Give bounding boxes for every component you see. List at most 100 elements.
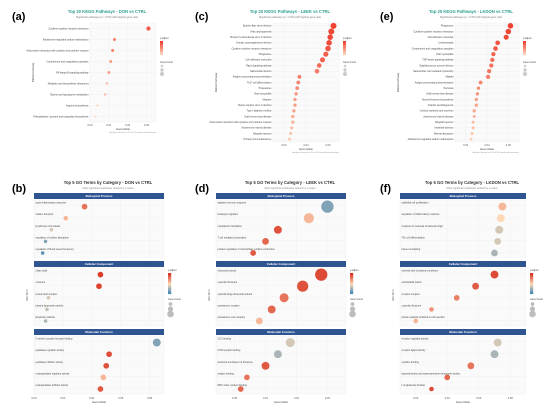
kegg-panel: Top 20 KEGG Pathways - LKDON vs CTRLSign… bbox=[396, 9, 536, 154]
data-point bbox=[106, 351, 112, 358]
data-point bbox=[505, 28, 512, 35]
pathway-label: Herpes simplex virus 1 infection bbox=[238, 104, 272, 107]
colorbar-segment bbox=[168, 291, 172, 293]
colorbar-segment bbox=[350, 279, 354, 281]
size-legend-dot bbox=[349, 306, 356, 312]
colorbar-segment bbox=[168, 280, 172, 283]
colorbar-segment bbox=[530, 291, 534, 293]
kegg-panel: Top 20 KEGG Pathways - DON vs CTRLSignif… bbox=[26, 9, 173, 134]
colorbar-segment bbox=[350, 291, 354, 293]
caption: Analysis based on 20 of 36 significant p… bbox=[293, 151, 340, 154]
pathway-label: Proteasome bbox=[259, 87, 273, 90]
colorbar-title: p.adjust bbox=[523, 37, 532, 40]
x-axis-title: Gene Ratio bbox=[299, 147, 314, 151]
colorbar-title: p.adjust bbox=[160, 37, 169, 40]
pathway-label: Complement and coagulation cascades bbox=[47, 60, 90, 63]
x-tick-label: 0.02 bbox=[463, 143, 469, 147]
x-tick-label: 0.10 bbox=[263, 396, 269, 400]
pathway-label: Phenylalanine, tyrosine and tryptophan b… bbox=[33, 115, 89, 118]
colorbar-segment bbox=[530, 286, 534, 289]
x-tick-label: 0.05 bbox=[232, 396, 238, 400]
size-legend-dot bbox=[522, 71, 528, 77]
caption: Analysis based on 20 of 21 significant p… bbox=[110, 131, 157, 134]
data-point bbox=[297, 74, 302, 79]
pathway-label: Mineral absorption bbox=[434, 132, 454, 135]
data-point bbox=[471, 126, 475, 130]
panel-letter: (f) bbox=[380, 183, 391, 195]
colorbar-segment bbox=[350, 292, 354, 295]
y-axis-title: KEGG Pathway bbox=[214, 72, 218, 92]
size-legend-dot bbox=[343, 68, 347, 72]
data-point bbox=[237, 386, 244, 392]
data-point bbox=[285, 338, 295, 348]
colorbar-segment bbox=[350, 286, 354, 289]
data-point bbox=[279, 293, 289, 303]
x-tick-label: 0.08 bbox=[508, 396, 514, 400]
colorbar-segment bbox=[160, 42, 163, 44]
kegg-subtitle: Significant pathways (p < 0.05) with hig… bbox=[440, 15, 503, 19]
data-point bbox=[103, 362, 110, 369]
x-tick-label: 0.06 bbox=[506, 143, 512, 147]
kegg-title: Top 20 KEGG Pathways - LKDON vs CTRL bbox=[429, 9, 513, 14]
size-legend-title: Gene Count bbox=[523, 61, 536, 64]
data-point bbox=[485, 74, 491, 79]
colorbar-segment bbox=[168, 286, 172, 289]
pathway-label: Viral myocarditis bbox=[436, 53, 454, 56]
data-point bbox=[244, 374, 250, 381]
pathway-label: NF-kappa B signaling pathway bbox=[56, 71, 89, 74]
kegg-subtitle: Significant pathways (p < 0.05) with hig… bbox=[76, 15, 139, 19]
data-point bbox=[273, 225, 282, 234]
data-point bbox=[152, 338, 161, 347]
colorbar-segment bbox=[523, 52, 526, 54]
panel-letter: (d) bbox=[195, 183, 209, 195]
colorbar-segment bbox=[343, 50, 346, 53]
data-point bbox=[295, 86, 300, 91]
term-label: receptor regulator activity bbox=[402, 338, 430, 341]
colorbar-segment bbox=[350, 274, 354, 277]
data-point bbox=[315, 268, 328, 281]
data-point bbox=[470, 132, 474, 135]
term-label: regulation of inflammatory response bbox=[402, 213, 441, 216]
data-point bbox=[267, 305, 276, 314]
size-legend-dot bbox=[523, 68, 527, 72]
pathway-label: Salmonella infection bbox=[250, 70, 272, 73]
panel-letter: (a) bbox=[12, 11, 26, 23]
term-label: MHC class I protein binding bbox=[218, 384, 248, 387]
colorbar-segment bbox=[530, 280, 534, 283]
data-point bbox=[146, 26, 151, 31]
data-point bbox=[453, 294, 460, 301]
colorbar-segment bbox=[168, 279, 172, 281]
data-point bbox=[429, 386, 434, 392]
term-label: adaptive immune response bbox=[218, 202, 247, 205]
panel-letter: (c) bbox=[195, 11, 209, 23]
term-label: CXC binding bbox=[218, 338, 232, 341]
pathway-label: Natural killer cell mediated cytotoxicit… bbox=[413, 70, 454, 73]
kegg-subtitle: Significant pathways (p < 0.05) with hig… bbox=[259, 15, 322, 19]
data-point bbox=[321, 200, 334, 213]
data-point bbox=[111, 49, 115, 52]
term-label: epithelial cell proliferation bbox=[402, 202, 430, 205]
term-label: protein lipid complex bbox=[36, 293, 59, 296]
x-axis-title: Gene Ratio bbox=[116, 127, 131, 131]
colorbar-segment bbox=[523, 49, 526, 51]
term-label: ribosomal subunit bbox=[218, 270, 237, 273]
term-label: peptidase inhibitor activity bbox=[36, 361, 64, 364]
kegg-title: Top 20 KEGG Pathways - DON vs CTRL bbox=[68, 9, 147, 14]
data-point bbox=[262, 238, 269, 245]
colorbar-segment bbox=[523, 41, 526, 43]
category-header bbox=[216, 329, 346, 335]
pathway-label: Cytokine-cytokine receptor interaction bbox=[49, 27, 90, 30]
x-tick-label: 0.06 bbox=[118, 396, 124, 400]
colorbar-segment bbox=[523, 48, 526, 50]
x-tick-label: 0.00 bbox=[87, 123, 93, 127]
y-axis-title: GO Term bbox=[391, 289, 395, 301]
category-header bbox=[216, 261, 346, 267]
colorbar-segment bbox=[350, 282, 354, 284]
term-label: protein catalytic localized to cell reje… bbox=[402, 316, 446, 319]
term-label: Th1 cell differentiation bbox=[402, 236, 426, 239]
term-label: CXR receptor binding bbox=[218, 349, 242, 352]
colorbar-segment bbox=[168, 273, 172, 275]
x-axis-title: Gene Ratio bbox=[456, 400, 471, 404]
data-point bbox=[45, 307, 49, 312]
data-point bbox=[49, 228, 54, 232]
